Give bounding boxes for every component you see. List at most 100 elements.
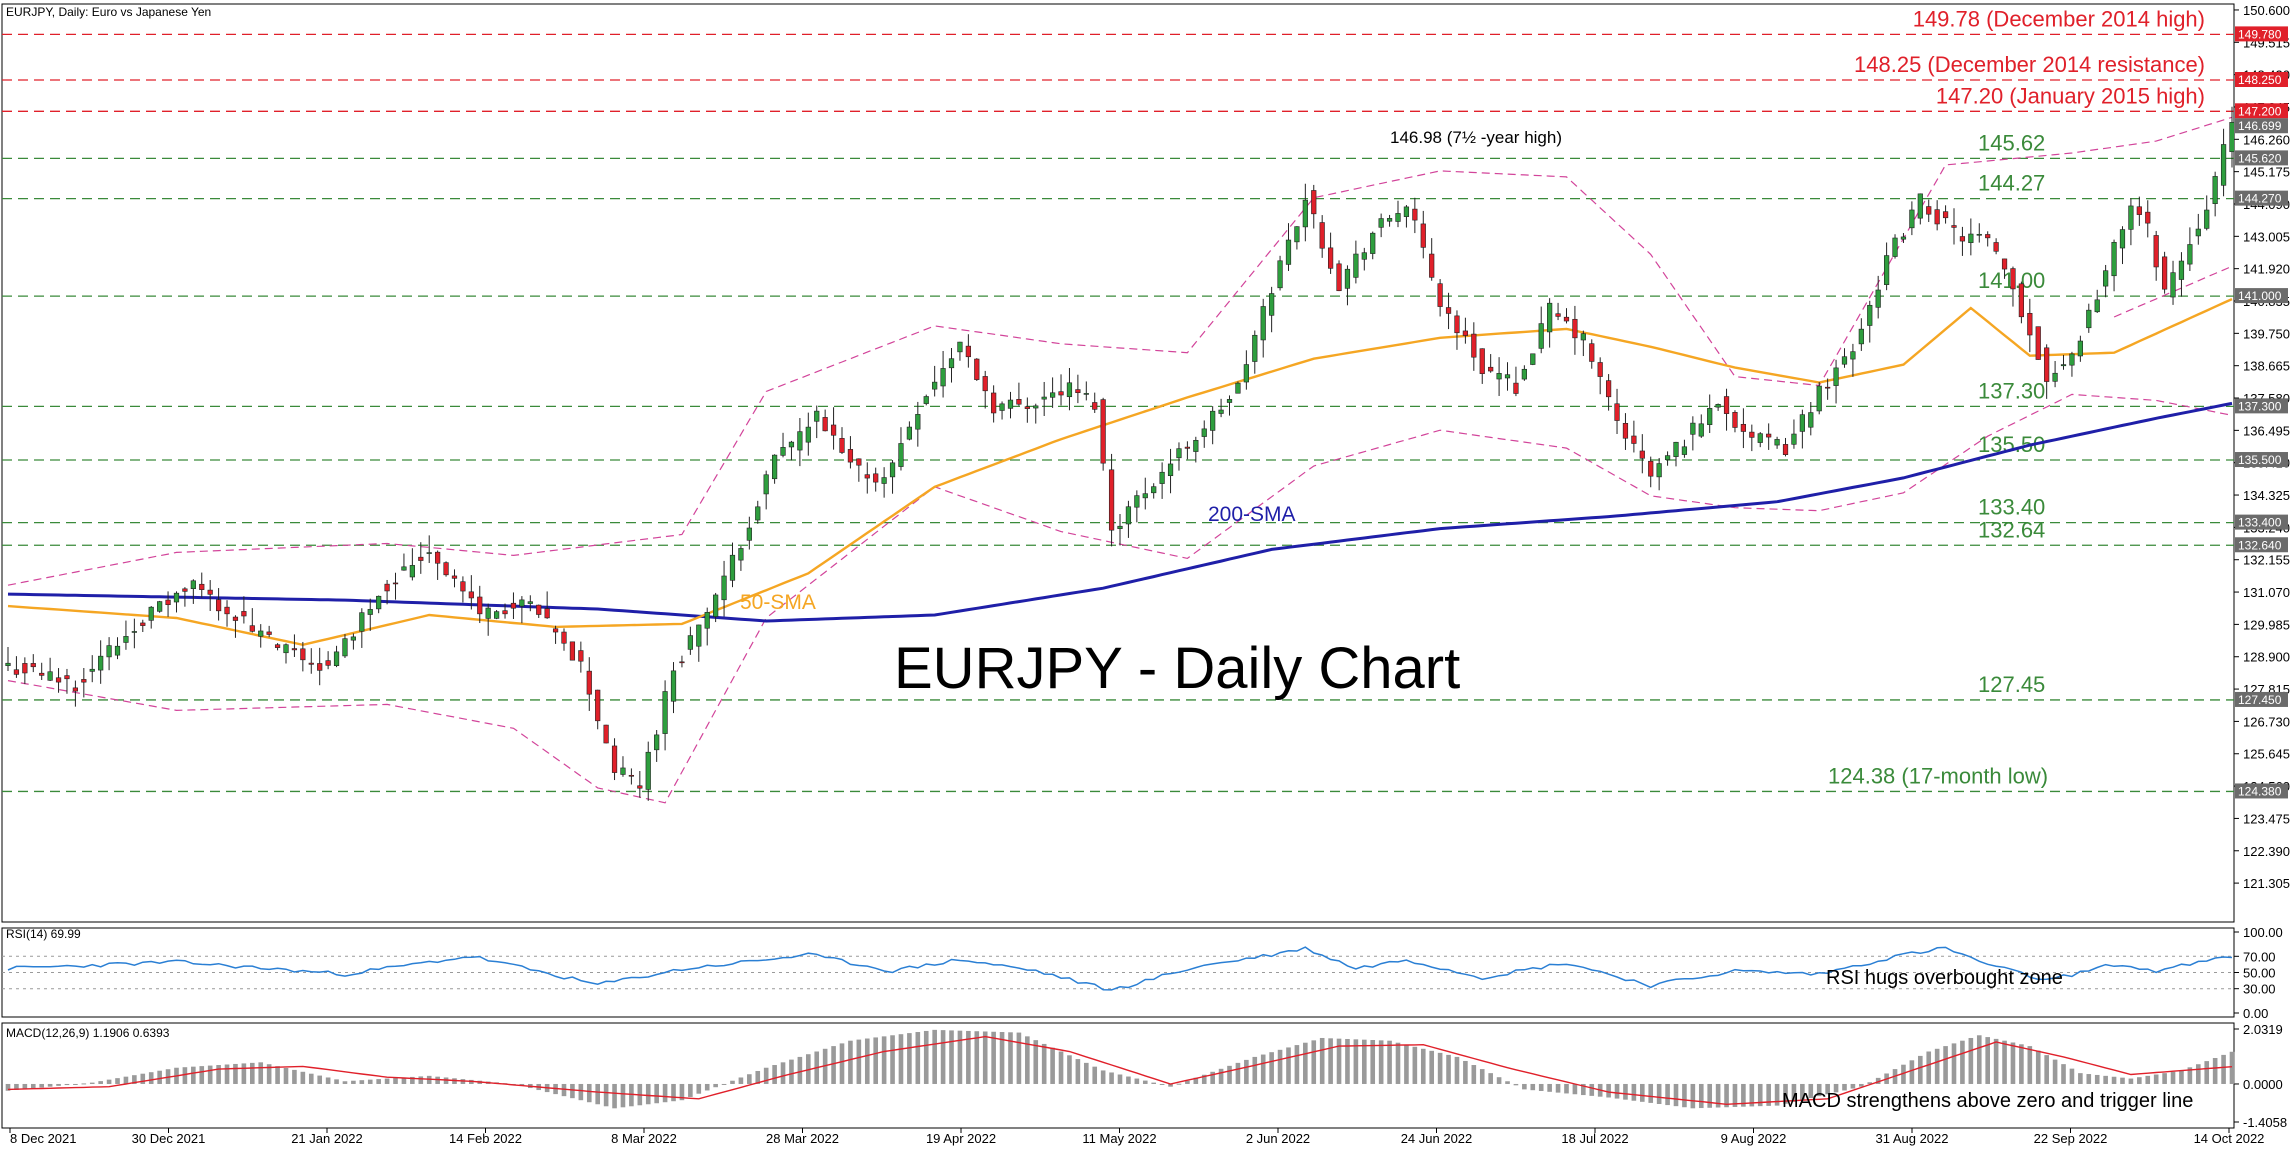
macd-histogram-bar (570, 1083, 575, 1099)
macd-histogram-bar (932, 1029, 937, 1084)
macd-histogram-bar (1210, 1071, 1215, 1084)
candle-bearish (199, 583, 205, 590)
x-tick-label: 30 Dec 2021 (132, 1131, 206, 1146)
current-price-tag-text: 146.699 (2238, 119, 2282, 133)
candle-bullish (1504, 374, 1511, 379)
candle-bearish (274, 644, 281, 648)
candle-bullish (1344, 268, 1351, 289)
symbol-info: EURJPY, Daily: Euro vs Japanese Yen (6, 5, 211, 19)
macd-histogram-bar (999, 1032, 1005, 1084)
level-price-tag-text: 141.000 (2238, 289, 2282, 303)
macd-histogram-bar (1269, 1052, 1274, 1084)
macd-histogram-bar (22, 1083, 28, 1090)
macd-histogram-bar (848, 1040, 853, 1084)
macd-signal-line (7, 1035, 2233, 1106)
level-price-tag (2235, 190, 2288, 206)
macd-histogram-bar (561, 1083, 567, 1097)
macd-histogram-bar (359, 1080, 365, 1084)
y-tick-label: 145.175 (2243, 165, 2290, 180)
candle-bullish (763, 474, 769, 495)
y-tick-label: 138.665 (2243, 359, 2290, 374)
candle-bullish (2103, 270, 2109, 287)
level-price-tag-text: 133.400 (2238, 516, 2282, 530)
candle-bullish (1260, 306, 1266, 341)
candle-bearish (300, 648, 306, 661)
candle-bullish (2178, 260, 2185, 280)
candle-bearish (1951, 225, 1957, 228)
sma50-line (7, 298, 2233, 647)
macd-histogram-bar (1126, 1076, 1131, 1084)
macd-histogram-bar (207, 1065, 213, 1084)
macd-histogram-bar (1235, 1062, 1241, 1084)
macd-histogram-bar (435, 1076, 440, 1084)
macd-histogram-bar (1589, 1083, 1595, 1096)
y-tick-label: 141.920 (2243, 262, 2290, 277)
candle-bearish (1437, 283, 1443, 307)
macd-histogram-bar (578, 1083, 584, 1101)
macd-histogram-bar (595, 1083, 601, 1105)
candle-bearish (443, 562, 449, 576)
candle-bullish (1210, 410, 1216, 431)
macd-histogram-bar (730, 1080, 735, 1084)
macd-histogram-bar (789, 1059, 794, 1084)
macd-histogram-bar (1850, 1083, 1856, 1089)
rsi-y-tick-label: 50.00 (2243, 966, 2276, 981)
macd-histogram-bar (915, 1032, 921, 1084)
macd-histogram-bar (1260, 1054, 1266, 1084)
macd-histogram-bar (1993, 1038, 1999, 1084)
x-tick-label: 2 Jun 2022 (1246, 1131, 1310, 1146)
candle-bullish (2060, 364, 2067, 367)
macd-histogram-bar (233, 1063, 238, 1084)
level-label: 145.62 (1978, 130, 2045, 155)
candle-bullish (662, 691, 668, 734)
macd-histogram-bar (780, 1062, 786, 1084)
candle-bullish (881, 477, 887, 484)
macd-histogram-bar (763, 1067, 769, 1084)
macd-histogram-bar (1934, 1048, 1940, 1084)
candle-bearish (1959, 236, 1966, 242)
candle-bearish (22, 663, 28, 674)
candle-bullish (2052, 372, 2058, 382)
candle-bullish (906, 426, 913, 440)
macd-histogram-bar (1757, 1083, 1763, 1107)
macd-histogram-bar (300, 1071, 306, 1084)
candle-bearish (856, 458, 862, 466)
candle-bullish (1066, 382, 1073, 398)
candle-bearish (460, 581, 466, 592)
macd-histogram-bar (1277, 1049, 1283, 1084)
macd-histogram-bar (1336, 1038, 1342, 1084)
candle-bearish (991, 392, 997, 414)
candle-bearish (561, 631, 567, 644)
macd-histogram-bar (688, 1083, 693, 1097)
macd-histogram-bar (1867, 1082, 1873, 1084)
macd-histogram-bar (2212, 1057, 2218, 1084)
macd-histogram-bar (1791, 1083, 1797, 1102)
candle-bullish (190, 580, 196, 589)
candle-bullish (889, 462, 896, 478)
rsi-y-tick-label: 0.00 (2243, 1006, 2268, 1021)
candle-bullish (2187, 244, 2193, 265)
candle-bearish (965, 345, 971, 358)
candle-bearish (140, 622, 146, 626)
candle-bullish (1083, 393, 1089, 395)
macd-histogram-bar (1682, 1083, 1687, 1108)
level-label: 148.25 (December 2014 resistance) (1854, 52, 2205, 77)
macd-histogram-bar (1665, 1083, 1670, 1106)
candles (5, 106, 2235, 801)
macd-histogram-bar (1488, 1073, 1493, 1084)
candle-bearish (864, 474, 870, 479)
macd-histogram-bar (1842, 1083, 1847, 1091)
candle-bullish (333, 651, 340, 667)
candle-bearish (1075, 389, 1081, 394)
macd-histogram-bar (1429, 1050, 1435, 1084)
candle-bullish (1125, 506, 1132, 525)
macd-histogram-bar (1741, 1083, 1746, 1107)
candle-bearish (1782, 444, 1789, 455)
macd-histogram-bar (1252, 1056, 1258, 1084)
x-tick-label: 18 Jul 2022 (1561, 1131, 1628, 1146)
macd-histogram-bar (1463, 1060, 1468, 1084)
x-tick-label: 14 Oct 2022 (2194, 1131, 2265, 1146)
candle-bullish (771, 454, 778, 480)
candle-bearish (586, 670, 592, 695)
